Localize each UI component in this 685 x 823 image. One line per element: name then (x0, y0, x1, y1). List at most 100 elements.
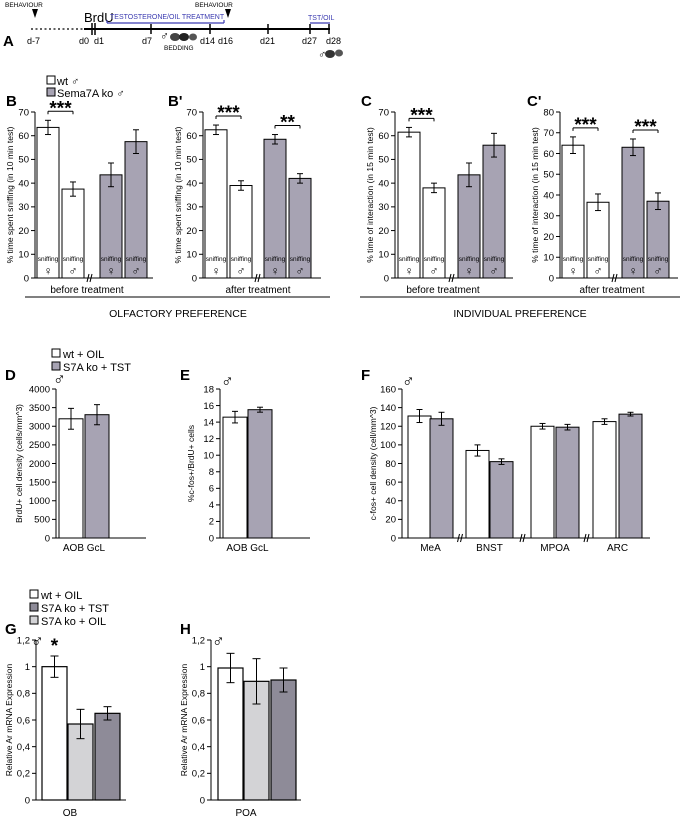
group-label: ARC (607, 543, 628, 554)
female-symbol: ♀ (107, 264, 116, 278)
bar (489, 461, 514, 539)
male-symbol: ♂ (221, 372, 234, 391)
male-mouse-icon (325, 50, 335, 58)
bedding-icon (189, 33, 197, 41)
significance-label: ** (280, 113, 295, 134)
y-tick-label: 0 (24, 273, 29, 284)
day-label: d16 (218, 36, 233, 46)
bar (407, 415, 432, 539)
bar (592, 421, 617, 539)
treatment-label: TESTOSTERONE/OIL TREATMENT (110, 14, 225, 21)
y-tick-label: 40 (186, 178, 197, 189)
y-tick-label: 3000 (29, 422, 50, 433)
male-symbol: ♂ (490, 264, 499, 278)
bar (270, 679, 297, 801)
bar (222, 416, 248, 539)
significance-label: *** (217, 103, 240, 124)
y-tick-label: 30 (186, 202, 197, 213)
tst-label: TST/OIL (308, 15, 335, 22)
x-axis-label: before treatment (406, 285, 480, 296)
y-tick-label: 10 (18, 250, 29, 261)
bar (618, 413, 643, 539)
x-axis-label: after treatment (579, 285, 644, 296)
bar (247, 409, 273, 539)
bar-label: sniffing (484, 256, 505, 263)
panel-letter: B' (168, 93, 182, 110)
y-tick-label: 10 (203, 451, 214, 462)
female-symbol: ♀ (629, 264, 638, 278)
y-axis-label: %c-fos+/BrdU+ cells (186, 425, 196, 502)
group-label: BNST (476, 543, 503, 554)
behaviour-arrow-icon (32, 9, 38, 18)
group-label: MPOA (540, 543, 570, 554)
group-label: AOB GcL (63, 543, 106, 554)
female-mouse-icon (335, 49, 343, 57)
bar (84, 414, 110, 539)
y-tick-label: 0 (549, 273, 554, 284)
bar (530, 425, 555, 539)
y-tick-label: 140 (380, 403, 396, 414)
y-tick-label: 0 (200, 795, 205, 806)
y-tick-label: 18 (203, 384, 214, 395)
y-tick-label: 0,6 (17, 715, 30, 726)
bedding-icon (170, 33, 180, 41)
y-tick-label: 4000 (29, 384, 50, 395)
bar-label: sniffing (290, 256, 311, 263)
male-symbol: ♂ (69, 264, 78, 278)
female-symbol: ♀ (465, 264, 474, 278)
bar (465, 449, 490, 539)
bar-label: sniffing (206, 256, 227, 263)
axis-break (254, 273, 258, 283)
y-tick-label: 100 (380, 440, 396, 451)
significance-label: *** (410, 105, 433, 126)
male-symbol: ♂ (237, 264, 246, 278)
timeline-panel: A d-7 d0 d1 d7 d14 d16 d21 d27 d28 BEHAV… (3, 2, 343, 61)
behaviour-label-right: BEHAVIOUR (195, 2, 233, 9)
y-tick-label: 20 (543, 232, 554, 243)
y-axis-label: % time spent sniffing (in 10 min test) (5, 126, 15, 263)
male-symbol: ♂ (31, 632, 44, 651)
y-tick-label: 10 (378, 250, 389, 261)
day-label: d14 (200, 36, 215, 46)
chart-c: C 0 10 20 30 40 50 60 70% time of interaction (i… (361, 93, 513, 296)
bar (58, 418, 84, 539)
y-tick-label: 60 (18, 131, 29, 142)
panel-letter: F (361, 367, 370, 384)
panel-letter: C' (527, 93, 541, 110)
chart-d: D ♂ 0 500 1000 1500 2000 2500 3000 3500 4000 BrdU+ … (5, 367, 146, 554)
legend-mid: wt + OIL S7A ko + TST (51, 348, 131, 374)
y-tick-label: 1,2 (192, 635, 205, 646)
y-tick-label: 2500 (29, 440, 50, 451)
legend-top: wt ♂ Sema7A ko ♂ (46, 75, 125, 100)
legend-swatch-ko-oil (29, 615, 39, 625)
legend-label: Sema7A ko ♂ (57, 88, 125, 100)
y-tick-label: 50 (18, 155, 29, 166)
y-tick-label: 160 (380, 384, 396, 395)
y-tick-label: 30 (18, 202, 29, 213)
bar-label: sniffing (588, 256, 609, 263)
y-tick-label: 40 (385, 496, 396, 507)
panel-letter-a: A (3, 33, 14, 50)
day-label: d-7 (27, 36, 40, 46)
y-axis-label: % time of interaction (in 15 min test) (530, 127, 540, 263)
bar-label: sniffing (648, 256, 669, 263)
y-tick-label: 30 (543, 211, 554, 222)
y-tick-label: 0,4 (17, 742, 30, 753)
bar (217, 667, 244, 801)
y-tick-label: 0 (45, 533, 50, 544)
y-tick-label: 20 (385, 515, 396, 526)
male-symbol: ♂ (318, 49, 326, 61)
y-tick-label: 0 (384, 273, 389, 284)
chart-c-prime: C' 0 10 20 30 40 50 60 70 80% time of interaction… (527, 93, 678, 296)
y-tick-label: 16 (203, 401, 214, 412)
y-tick-label: 0 (391, 533, 396, 544)
y-tick-label: 0,6 (192, 715, 205, 726)
legend-bottom: wt + OIL S7A ko + TST S7A ko + OIL (29, 589, 109, 628)
y-tick-label: 1500 (29, 477, 50, 488)
female-symbol: ♀ (569, 264, 578, 278)
bar-label: sniffing (63, 256, 84, 263)
axis-break (586, 533, 590, 543)
olfactory-section-label: OLFACTORY PREFERENCE (109, 308, 247, 320)
y-tick-label: 70 (378, 107, 389, 118)
y-tick-label: 0,4 (192, 742, 205, 753)
